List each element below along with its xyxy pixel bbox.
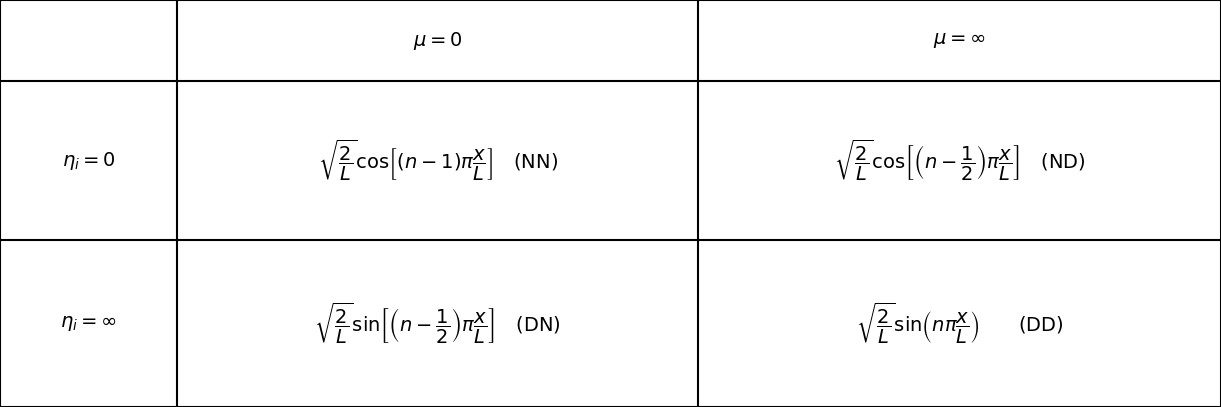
Text: $\sqrt{\dfrac{2}{L}}\sin\!\left[\left(n-\dfrac{1}{2}\right)\pi\dfrac{x}{L}\right: $\sqrt{\dfrac{2}{L}}\sin\!\left[\left(n-…: [314, 301, 562, 346]
Text: $\sqrt{\dfrac{2}{L}}\cos\!\left[\left(n-\dfrac{1}{2}\right)\pi\dfrac{x}{L}\right: $\sqrt{\dfrac{2}{L}}\cos\!\left[\left(n-…: [834, 138, 1085, 184]
Text: $\sqrt{\dfrac{2}{L}}\cos\!\left[\left(n-1\right)\pi\dfrac{x}{L}\right]\quad\text: $\sqrt{\dfrac{2}{L}}\cos\!\left[\left(n-…: [317, 138, 558, 184]
Text: $\eta_i = \infty$: $\eta_i = \infty$: [60, 314, 117, 333]
Text: $\eta_i = 0$: $\eta_i = 0$: [62, 150, 115, 172]
Text: $\mu = \infty$: $\mu = \infty$: [933, 31, 987, 50]
Text: $\mu = 0$: $\mu = 0$: [413, 30, 463, 52]
Text: $\sqrt{\dfrac{2}{L}}\sin\!\left(n\pi\dfrac{x}{L}\right)\qquad\text{(DD)}$: $\sqrt{\dfrac{2}{L}}\sin\!\left(n\pi\dfr…: [856, 301, 1063, 346]
